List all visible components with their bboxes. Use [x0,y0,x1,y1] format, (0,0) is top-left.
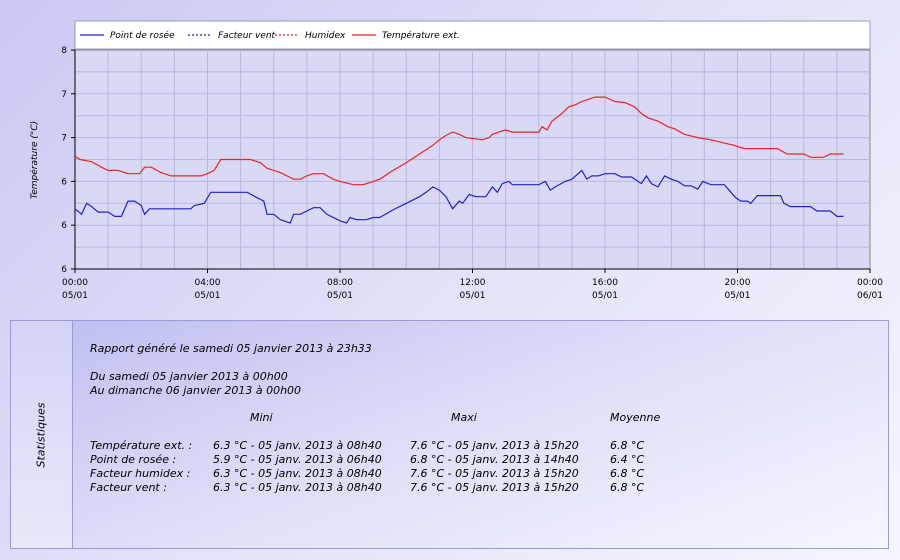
period-from-line: Du samedi 05 janvier 2013 à 00h00 [90,370,288,383]
statistics-panel: Statistiques Rapport généré le samedi 05… [10,320,889,549]
row-max: 7.6 °C - 05 janv. 2013 à 15h20 [410,467,579,480]
x-tick-date-label: 05/01 [327,291,353,301]
y-tick-label: 7 [61,90,67,100]
report-generated-line: Rapport généré le samedi 05 janvier 2013… [90,342,372,355]
row-avg: 6.8 °C [610,481,645,494]
series-line-point-de-ros-e [74,169,844,224]
temperature-chart: 6 6 6 7 7 8 00:00 05/01 04:00 05/01 08:00 05/01 12:… [29,20,883,301]
row-label: Température ext. : [90,439,193,452]
x-tick-time-label: 12:00 [460,278,486,288]
row-avg: 6.8 °C [610,439,645,452]
statistics-side-label: Statistiques [34,402,48,468]
period-to-line: Au dimanche 06 janvier 2013 à 00h00 [90,384,302,397]
row-min: 6.3 °C - 05 janv. 2013 à 08h40 [213,439,382,452]
x-ticks: 00:00 05/01 04:00 05/01 08:00 05/01 12:00 05/01… [62,269,883,301]
series-lines [74,96,844,224]
statistics-side-tab: Statistiques [11,321,73,548]
row-max: 7.6 °C - 05 janv. 2013 à 15h20 [410,481,579,494]
row-label: Point de rosée : [90,453,177,466]
legend-label: Point de rosée [110,30,175,41]
row-min: 6.3 °C - 05 janv. 2013 à 08h40 [213,467,382,480]
row-max: 6.8 °C - 05 janv. 2013 à 14h40 [410,453,579,466]
x-tick-date-label: 05/01 [460,291,486,301]
x-tick-date-label: 05/01 [725,291,751,301]
y-tick-label: 6 [61,265,67,275]
y-ticks: 6 6 6 7 7 8 [61,46,75,275]
x-tick-date-label: 05/01 [62,291,88,301]
x-tick-time-label: 04:00 [195,278,221,288]
row-avg: 6.8 °C [610,467,645,480]
y-tick-label: 6 [61,221,67,231]
row-label: Facteur vent : [90,481,167,494]
legend-items: Point de rosée Facteur vent Humidex Tempéra… [80,30,460,41]
legend-box [74,20,871,50]
legend-label: Température ext. [382,30,460,41]
x-tick-time-label: 00:00 [62,278,88,288]
row-min: 5.9 °C - 05 janv. 2013 à 06h40 [213,453,382,466]
y-axis-label: Température (°C) [29,121,40,199]
row-max: 7.6 °C - 05 janv. 2013 à 15h20 [410,439,579,452]
row-min: 6.3 °C - 05 janv. 2013 à 08h40 [213,481,382,494]
x-tick-time-label: 20:00 [725,278,751,288]
x-tick-date-label: 05/01 [195,291,221,301]
x-tick-time-label: 08:00 [327,278,353,288]
row-label: Facteur humidex : [90,467,191,480]
series-line-temp-rature-ext- [74,96,844,186]
header-min: Mini [250,411,273,424]
grid-lines [75,50,870,269]
y-tick-label: 6 [61,177,67,187]
y-tick-label: 8 [61,46,67,56]
x-tick-time-label: 00:00 [857,278,883,288]
x-tick-date-label: 05/01 [592,291,618,301]
legend-label: Humidex [305,31,346,41]
legend-label: Facteur vent [218,31,276,41]
row-avg: 6.4 °C [610,453,645,466]
legend: Point de rosée Facteur vent Humidex Tempéra… [74,20,871,50]
header-avg: Moyenne [610,411,661,424]
x-tick-date-label: 06/01 [857,291,883,301]
x-tick-time-label: 16:00 [592,278,618,288]
y-tick-label: 7 [61,134,67,144]
header-max: Maxi [451,411,477,424]
